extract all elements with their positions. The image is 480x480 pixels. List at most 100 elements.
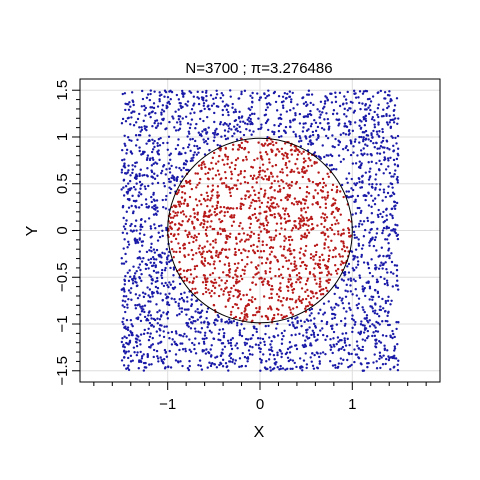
point-outside xyxy=(196,96,199,99)
point-inside xyxy=(235,207,239,210)
point-outside xyxy=(164,198,168,201)
point-outside xyxy=(393,264,397,267)
point-inside xyxy=(318,277,322,280)
point-inside xyxy=(318,285,321,288)
point-inside xyxy=(216,196,219,199)
point-inside xyxy=(284,161,288,165)
point-inside xyxy=(343,249,347,253)
point-outside xyxy=(354,353,358,356)
point-outside xyxy=(316,367,320,370)
point-outside xyxy=(120,122,124,125)
point-inside xyxy=(293,268,296,272)
point-inside xyxy=(236,289,240,292)
point-outside xyxy=(291,91,294,95)
point-outside xyxy=(179,292,183,296)
point-inside xyxy=(228,248,231,251)
point-inside xyxy=(177,191,180,194)
point-inside xyxy=(335,190,338,194)
point-inside xyxy=(195,275,198,279)
point-outside xyxy=(281,104,285,107)
point-outside xyxy=(290,98,293,101)
point-outside xyxy=(321,111,324,114)
point-outside xyxy=(257,343,260,347)
point-outside xyxy=(377,168,381,171)
point-outside xyxy=(214,318,218,321)
point-outside xyxy=(152,162,155,166)
point-outside xyxy=(313,335,316,339)
point-outside xyxy=(334,366,337,369)
point-inside xyxy=(218,211,222,214)
point-outside xyxy=(157,149,160,152)
point-outside xyxy=(161,234,164,238)
point-outside xyxy=(181,117,184,120)
point-outside xyxy=(386,254,389,257)
point-inside xyxy=(303,263,307,267)
point-outside xyxy=(343,122,347,125)
point-outside xyxy=(210,344,213,347)
point-outside xyxy=(127,364,130,367)
point-outside xyxy=(174,300,177,304)
point-outside xyxy=(312,103,315,107)
point-inside xyxy=(291,269,294,272)
point-outside xyxy=(311,329,314,333)
point-outside xyxy=(196,318,199,321)
point-outside xyxy=(157,153,161,156)
point-inside xyxy=(235,187,239,191)
point-outside xyxy=(352,319,355,322)
point-outside xyxy=(164,173,167,176)
point-outside xyxy=(243,122,247,125)
point-outside xyxy=(333,363,337,367)
point-outside xyxy=(388,171,392,175)
point-outside xyxy=(222,123,225,126)
point-outside xyxy=(246,122,249,126)
point-outside xyxy=(147,217,151,220)
point-inside xyxy=(251,186,254,189)
point-inside xyxy=(223,211,227,214)
point-inside xyxy=(249,222,253,226)
point-outside xyxy=(391,186,394,189)
point-inside xyxy=(277,180,280,183)
point-inside xyxy=(170,240,173,243)
point-outside xyxy=(258,357,262,361)
point-outside xyxy=(173,286,177,289)
point-outside xyxy=(165,194,168,198)
point-inside xyxy=(206,171,210,175)
point-outside xyxy=(345,177,348,180)
point-outside xyxy=(157,231,160,234)
point-outside xyxy=(157,138,161,141)
point-outside xyxy=(345,145,348,148)
point-outside xyxy=(349,122,352,126)
point-outside xyxy=(361,102,364,105)
point-inside xyxy=(302,161,306,164)
point-outside xyxy=(121,320,124,324)
point-outside xyxy=(386,281,389,285)
point-inside xyxy=(211,194,214,197)
point-outside xyxy=(123,305,126,309)
point-inside xyxy=(253,212,257,216)
point-outside xyxy=(382,188,386,191)
point-outside xyxy=(169,283,172,286)
point-outside xyxy=(260,359,263,362)
point-outside xyxy=(181,105,184,109)
point-outside xyxy=(148,158,152,162)
point-inside xyxy=(239,182,242,185)
point-outside xyxy=(154,264,158,267)
point-inside xyxy=(206,220,209,223)
point-inside xyxy=(264,272,268,275)
y-axis-title: Y xyxy=(24,225,41,236)
point-inside xyxy=(304,249,307,253)
point-outside xyxy=(139,187,142,190)
point-outside xyxy=(380,141,383,144)
point-inside xyxy=(291,291,295,294)
point-outside xyxy=(212,321,216,324)
point-outside xyxy=(385,121,389,124)
point-outside xyxy=(386,314,389,318)
point-inside xyxy=(189,182,192,185)
point-outside xyxy=(303,320,306,324)
point-outside xyxy=(325,335,329,338)
point-inside xyxy=(243,316,246,320)
point-outside xyxy=(175,121,179,124)
point-outside xyxy=(372,220,375,224)
point-inside xyxy=(217,173,221,176)
point-outside xyxy=(154,227,157,230)
